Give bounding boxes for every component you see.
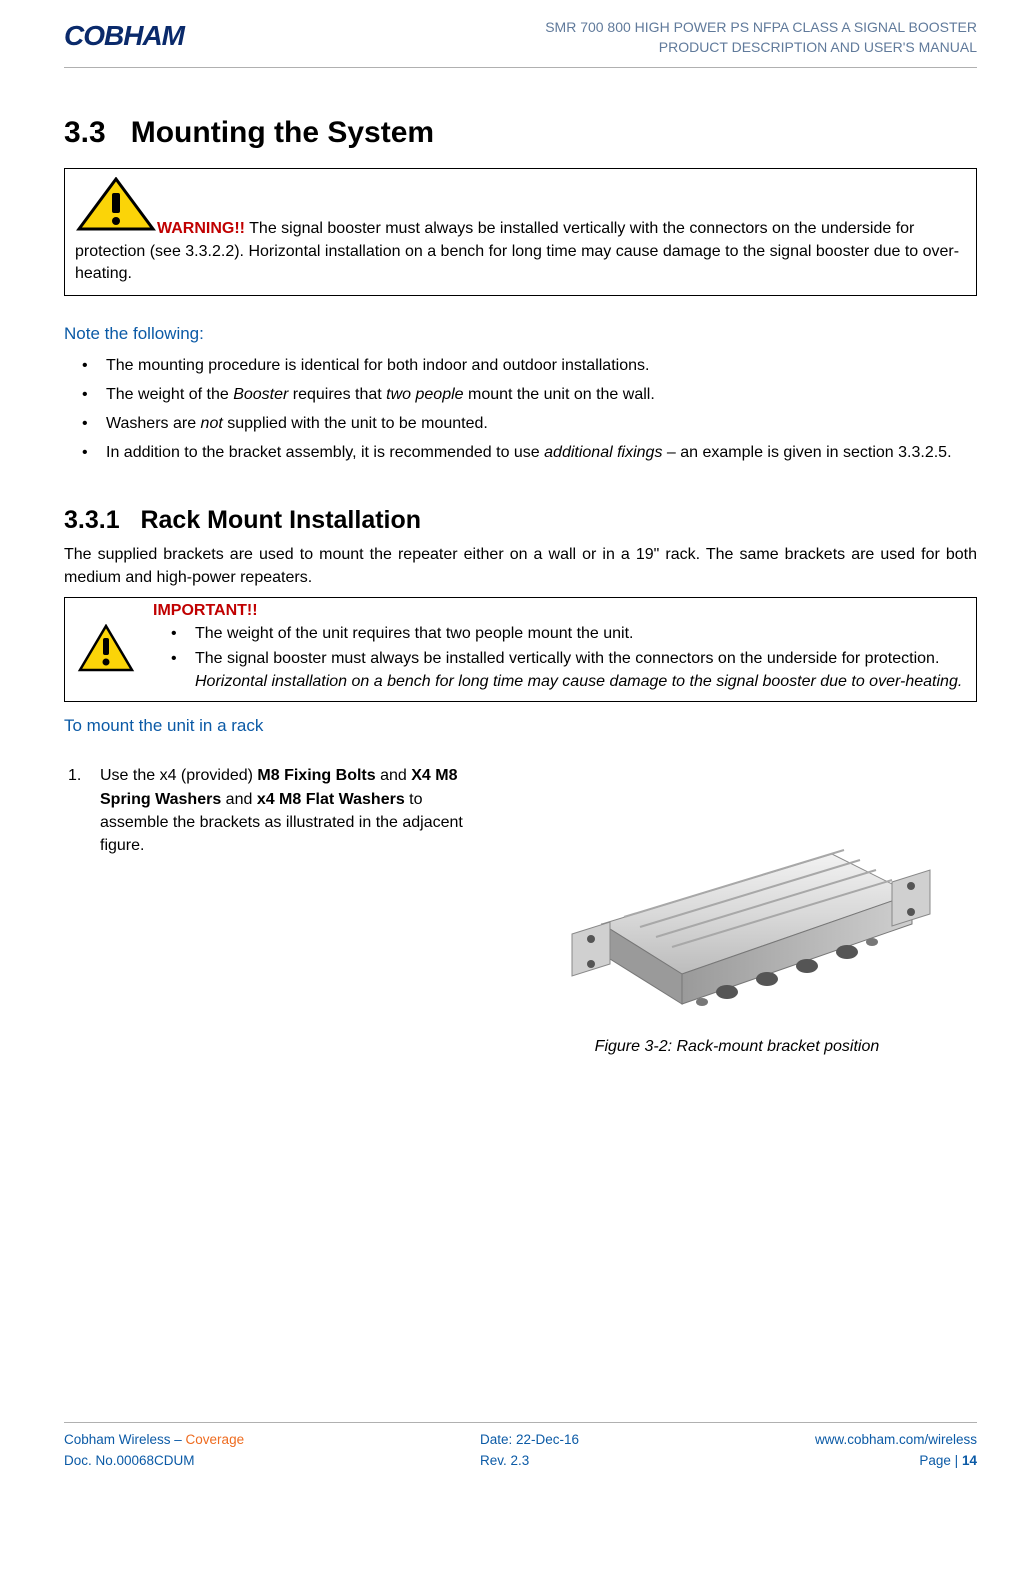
page-footer: Cobham Wireless – Coverage Doc. No.00068… (64, 1422, 977, 1472)
section-number: 3.3 (64, 116, 106, 149)
important-item-2: The signal booster must always be instal… (171, 647, 966, 693)
header-rule (64, 67, 977, 68)
logo: COBHAM (64, 18, 184, 54)
warning-icon (75, 177, 157, 240)
footer-rule (64, 1422, 977, 1423)
footer-date: Date: 22-Dec-16 (480, 1429, 579, 1451)
important-label: IMPORTANT!! (153, 602, 966, 620)
footer-row: Cobham Wireless – Coverage Doc. No.00068… (64, 1429, 977, 1472)
important-list: The weight of the unit requires that two… (153, 622, 966, 694)
note-item-2: The weight of the Booster requires that … (82, 383, 977, 408)
step-figure-row: Use the x4 (provided) M8 Fixing Bolts an… (64, 764, 977, 1056)
steps-list: Use the x4 (provided) M8 Fixing Bolts an… (64, 764, 473, 857)
footer-left: Cobham Wireless – Coverage Doc. No.00068… (64, 1429, 244, 1472)
footer-mid: Date: 22-Dec-16 Rev. 2.3 (480, 1429, 579, 1472)
note-list: The mounting procedure is identical for … (64, 354, 977, 465)
logo-text: COBHAM (64, 20, 184, 52)
footer-company: Cobham Wireless (64, 1432, 171, 1447)
note-item-4: In addition to the bracket assembly, it … (82, 441, 977, 466)
footer-page-number: 14 (962, 1453, 977, 1468)
important-box: IMPORTANT!! The weight of the unit requi… (64, 597, 977, 703)
note-item-1: The mounting procedure is identical for … (82, 354, 977, 379)
important-content: IMPORTANT!! The weight of the unit requi… (153, 602, 966, 696)
note-item-3: Washers are not supplied with the unit t… (82, 412, 977, 437)
header-title-line1: SMR 700 800 HIGH POWER PS NFPA CLASS A S… (545, 18, 977, 38)
warning-ref: 3.3.2.2 (185, 243, 234, 260)
header-title-line2: PRODUCT DESCRIPTION AND USER'S MANUAL (545, 38, 977, 58)
note-heading: Note the following: (64, 324, 977, 344)
footer-page-label: Page | (919, 1453, 962, 1468)
footer-right: www.cobham.com/wireless Page | 14 (815, 1429, 977, 1472)
important-item-1: The weight of the unit requires that two… (171, 622, 966, 645)
warning-box: WARNING!! The signal booster must always… (64, 168, 977, 296)
section-title: 3.3 Mounting the System (64, 116, 977, 150)
footer-url: www.cobham.com/wireless (815, 1429, 977, 1451)
footer-coverage: Coverage (186, 1432, 245, 1447)
footer-doc-no: Doc. No.00068CDUM (64, 1450, 244, 1472)
header-titles: SMR 700 800 HIGH POWER PS NFPA CLASS A S… (545, 18, 977, 57)
subsection-title-text: Rack Mount Installation (140, 506, 421, 534)
subsection-intro: The supplied brackets are used to mount … (64, 543, 977, 589)
rack-mount-subheading: To mount the unit in a rack (64, 716, 977, 736)
important-icon (75, 624, 137, 674)
page-header: COBHAM SMR 700 800 HIGH POWER PS NFPA CL… (64, 18, 977, 57)
figure-caption: Figure 3-2: Rack-mount bracket position (497, 1038, 977, 1056)
warning-content: WARNING!! The signal booster must always… (75, 177, 966, 285)
subsection-number: 3.3.1 (64, 506, 120, 534)
device-illustration (522, 764, 952, 1024)
step-1: Use the x4 (provided) M8 Fixing Bolts an… (68, 764, 473, 857)
warning-label: WARNING!! (157, 220, 245, 237)
step-column: Use the x4 (provided) M8 Fixing Bolts an… (64, 764, 473, 857)
subsection-title: 3.3.1 Rack Mount Installation (64, 506, 977, 535)
section-title-text: Mounting the System (131, 116, 434, 149)
footer-rev: Rev. 2.3 (480, 1450, 579, 1472)
figure-column: Figure 3-2: Rack-mount bracket position (497, 764, 977, 1056)
